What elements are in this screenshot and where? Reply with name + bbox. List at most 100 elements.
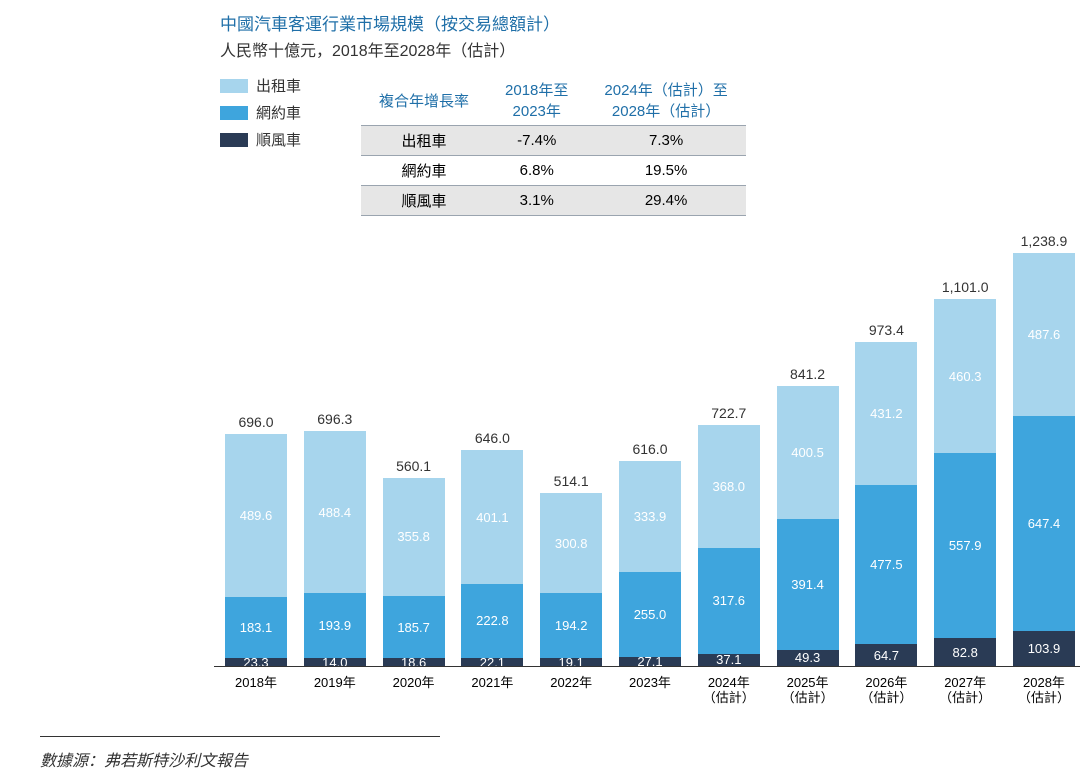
x-labels: 2018年2019年2020年2021年2022年2023年2024年（估計）2… <box>220 675 1080 706</box>
cagr-col-metric: 複合年增長率 <box>361 75 487 126</box>
bar-segment-taxi: 300.8 <box>540 493 602 593</box>
bar-segment-hitch: 19.1 <box>540 658 602 666</box>
bar-segment-ride: 477.5 <box>855 485 917 644</box>
bar-segment-hitch: 82.8 <box>934 638 996 666</box>
bar-stack: 19.1194.2300.8 <box>540 493 602 666</box>
bar-stack: 82.8557.9460.3 <box>934 299 996 666</box>
bar-segment-ride: 194.2 <box>540 593 602 658</box>
bar-segment-taxi: 368.0 <box>698 425 760 548</box>
bar-segment-taxi: 400.5 <box>777 386 839 519</box>
x-axis-label: 2020年 <box>378 675 450 706</box>
bar-column: 973.4 64.7477.5431.2 <box>850 322 922 666</box>
bar-segment-hitch: 23.3 <box>225 658 287 666</box>
legend-label: 出租車 <box>256 75 301 96</box>
footer-divider <box>40 736 440 737</box>
legend-label: 順風車 <box>256 129 301 150</box>
x-axis-label: 2024年（估計） <box>693 675 765 706</box>
table-row: 網約車6.8%19.5% <box>361 156 746 186</box>
cagr-value: -7.4% <box>487 126 586 156</box>
bar-segment-ride: 647.4 <box>1013 416 1075 632</box>
bar-stack: 14.0193.9488.4 <box>304 431 366 666</box>
bar-column: 616.0 27.1255.0333.9 <box>614 441 686 666</box>
bar-total-label: 1,101.0 <box>942 279 989 295</box>
bar-column: 560.1 18.6185.7355.8 <box>378 458 450 666</box>
bar-segment-taxi: 487.6 <box>1013 253 1075 415</box>
bar-stack: 27.1255.0333.9 <box>619 461 681 666</box>
bar-column: 841.249.3391.4400.5 <box>772 366 844 666</box>
x-axis-label: 2025年（估計） <box>772 675 844 706</box>
legend-label: 網約車 <box>256 102 301 123</box>
bar-segment-ride: 317.6 <box>698 548 760 654</box>
bar-total-label: 560.1 <box>396 458 431 474</box>
bar-segment-taxi: 489.6 <box>225 434 287 597</box>
bar-segment-hitch: 18.6 <box>383 658 445 666</box>
bar-total-label: 616.0 <box>632 441 667 457</box>
bar-column: 1,238.9 103.9647.4487.6 <box>1008 233 1080 666</box>
legend-swatch <box>220 106 248 120</box>
bar-segment-ride: 557.9 <box>934 453 996 639</box>
legend-swatch <box>220 79 248 93</box>
chart-title: 中國汽車客運行業市場規模（按交易總額計） <box>220 10 1040 35</box>
x-axis-label: 2026年（估計） <box>850 675 922 706</box>
bar-segment-ride: 185.7 <box>383 596 445 658</box>
cagr-value: 19.5% <box>586 156 745 186</box>
bar-segment-ride: 222.8 <box>461 584 523 658</box>
chart-area: 696.023.3183.1489.6696.314.0193.9488.456… <box>220 236 1080 706</box>
bar-total-label: 646.0 <box>475 430 510 446</box>
cagr-col-period: 2018年至 2023年 <box>487 75 586 126</box>
bar-segment-hitch: 22.1 <box>461 658 523 666</box>
x-axis-label: 2023年 <box>614 675 686 706</box>
bar-total-label: 1,238.9 <box>1021 233 1068 249</box>
header-row: 出租車網約車順風車 複合年增長率2018年至 2023年2024年（估計）至 2… <box>220 75 1040 216</box>
x-axis-label: 2018年 <box>220 675 292 706</box>
legend-item: 順風車 <box>220 129 301 150</box>
legend-item: 網約車 <box>220 102 301 123</box>
bar-segment-taxi: 488.4 <box>304 431 366 594</box>
cagr-table: 複合年增長率2018年至 2023年2024年（估計）至 2028年（估計） 出… <box>361 75 746 216</box>
bar-total-label: 973.4 <box>869 322 904 338</box>
bar-segment-hitch: 49.3 <box>777 650 839 666</box>
x-axis-label: 2021年 <box>456 675 528 706</box>
bars-row: 696.023.3183.1489.6696.314.0193.9488.456… <box>220 233 1080 666</box>
bar-segment-hitch: 14.0 <box>304 658 366 666</box>
bar-stack: 64.7477.5431.2 <box>855 342 917 666</box>
bar-stack: 103.9647.4487.6 <box>1013 253 1075 666</box>
bar-stack: 22.1222.8401.1 <box>461 450 523 666</box>
bar-segment-ride: 183.1 <box>225 597 287 658</box>
cagr-value: 6.8% <box>487 156 586 186</box>
bar-column: 696.3 14.0193.9488.4 <box>299 411 371 666</box>
cagr-body: 出租車-7.4%7.3%網約車6.8%19.5%順風車3.1%29.4% <box>361 126 746 216</box>
bar-total-label: 696.3 <box>317 411 352 427</box>
x-axis-label: 2028年（估計） <box>1008 675 1080 706</box>
bar-stack: 49.3391.4400.5 <box>777 386 839 666</box>
bar-column: 1,101.0 82.8557.9460.3 <box>929 279 1001 666</box>
bar-column: 514.1 19.1194.2300.8 <box>535 473 607 666</box>
chart-subtitle: 人民幣十億元，2018年至2028年（估計） <box>220 37 1040 61</box>
bar-segment-ride: 193.9 <box>304 593 366 658</box>
bar-segment-hitch: 27.1 <box>619 657 681 666</box>
cagr-value: 29.4% <box>586 186 745 216</box>
bar-total-label: 722.7 <box>711 405 746 421</box>
legend-swatch <box>220 133 248 147</box>
bar-segment-hitch: 103.9 <box>1013 631 1075 666</box>
cagr-row-label: 出租車 <box>361 126 487 156</box>
bar-column: 722.7 37.1317.6368.0 <box>693 405 765 666</box>
source-text: 數據源：弗若斯特沙利文報告 <box>40 747 1040 771</box>
bar-segment-taxi: 401.1 <box>461 450 523 584</box>
bar-column: 696.0 23.3183.1489.6 <box>220 414 292 666</box>
bar-segment-taxi: 333.9 <box>619 461 681 572</box>
cagr-row-label: 順風車 <box>361 186 487 216</box>
bar-segment-hitch: 64.7 <box>855 644 917 666</box>
bar-stack: 18.6185.7355.8 <box>383 478 445 666</box>
x-axis-label: 2027年（估計） <box>929 675 1001 706</box>
bar-total-label: 696.0 <box>238 414 273 430</box>
bar-column: 646.0 22.1222.8401.1 <box>456 430 528 666</box>
cagr-value: 7.3% <box>586 126 745 156</box>
cagr-value: 3.1% <box>487 186 586 216</box>
bar-total-label: 514.1 <box>554 473 589 489</box>
bar-segment-taxi: 355.8 <box>383 478 445 596</box>
table-row: 順風車3.1%29.4% <box>361 186 746 216</box>
cagr-row-label: 網約車 <box>361 156 487 186</box>
x-axis <box>214 666 1080 667</box>
bar-stack: 37.1317.6368.0 <box>698 425 760 666</box>
